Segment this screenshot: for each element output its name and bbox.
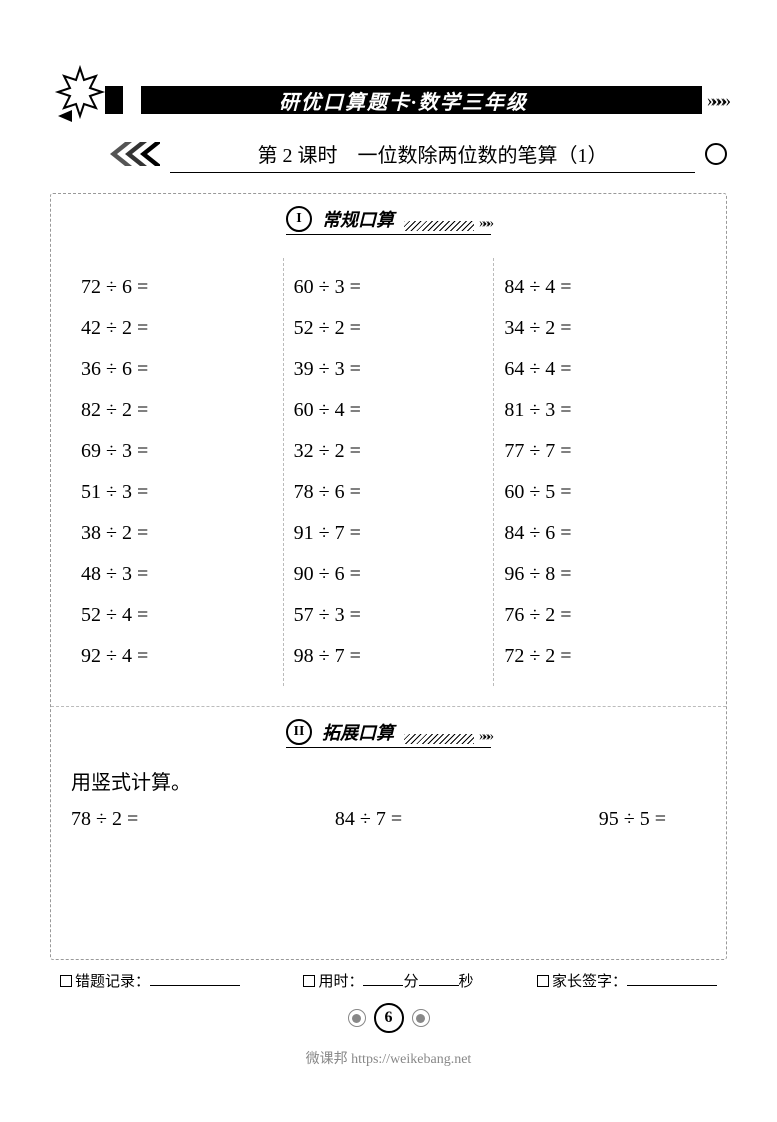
problem: 48 ÷ 3 = bbox=[81, 563, 273, 586]
dot-icon bbox=[412, 1009, 430, 1027]
section1-badge: I 常规口算 »»» bbox=[286, 206, 491, 235]
title-bar: 研优口算题卡·数学三年级 bbox=[105, 86, 702, 114]
blank-line bbox=[150, 985, 240, 986]
section1-header: I 常规口算 »»» bbox=[51, 194, 726, 243]
problem: 52 ÷ 2 = bbox=[294, 317, 484, 340]
page-number: 6 bbox=[374, 1003, 404, 1033]
circle-end-icon bbox=[705, 143, 727, 165]
problem: 84 ÷ 4 = bbox=[504, 276, 696, 299]
problem: 60 ÷ 3 = bbox=[294, 276, 484, 299]
problem: 81 ÷ 3 = bbox=[504, 399, 696, 422]
time-record: 用时： 分 秒 bbox=[303, 970, 473, 991]
problems-col1: 72 ÷ 6 = 42 ÷ 2 = 36 ÷ 6 = 82 ÷ 2 = 69 ÷… bbox=[71, 258, 283, 686]
book-title: 研优口算题卡·数学三年级 bbox=[279, 86, 528, 115]
problem: 42 ÷ 2 = bbox=[81, 317, 273, 340]
errors-record: 错题记录： bbox=[60, 970, 240, 991]
problem: 98 ÷ 7 = bbox=[294, 645, 484, 668]
lesson-title-row: 第 2 课时 一位数除两位数的笔算（1） bbox=[110, 135, 727, 173]
problem: 57 ÷ 3 = bbox=[294, 604, 484, 627]
roman-numeral-2: II bbox=[286, 719, 312, 745]
problem: 36 ÷ 6 = bbox=[81, 358, 273, 381]
chevrons-left-icon bbox=[110, 142, 160, 166]
problem: 77 ÷ 7 = bbox=[504, 440, 696, 463]
watermark: 微课邦 https://weikebang.net bbox=[50, 1048, 727, 1068]
problem: 84 ÷ 7 = bbox=[283, 808, 495, 831]
problem: 51 ÷ 3 = bbox=[81, 481, 273, 504]
hatching-icon bbox=[404, 734, 474, 744]
problem: 60 ÷ 5 = bbox=[504, 481, 696, 504]
problem: 34 ÷ 2 = bbox=[504, 317, 696, 340]
problem: 84 ÷ 6 = bbox=[504, 522, 696, 545]
blank-line bbox=[627, 985, 717, 986]
star-decoration-icon bbox=[50, 60, 110, 140]
problem: 64 ÷ 4 = bbox=[504, 358, 696, 381]
problem: 52 ÷ 4 = bbox=[81, 604, 273, 627]
problem: 82 ÷ 2 = bbox=[81, 399, 273, 422]
dot-icon bbox=[348, 1009, 366, 1027]
section2-instruction: 用竖式计算。 bbox=[51, 756, 726, 795]
blank-line bbox=[363, 985, 403, 986]
page-number-row: 6 bbox=[50, 1003, 727, 1033]
problem: 72 ÷ 6 = bbox=[81, 276, 273, 299]
blank-line bbox=[419, 985, 459, 986]
worksheet-container: I 常规口算 »»» 72 ÷ 6 = 42 ÷ 2 = 36 ÷ 6 = 82… bbox=[50, 193, 727, 960]
problems-col3: 84 ÷ 4 = 34 ÷ 2 = 64 ÷ 4 = 81 ÷ 3 = 77 ÷… bbox=[494, 258, 706, 686]
checkbox-icon bbox=[60, 975, 72, 987]
roman-numeral-1: I bbox=[286, 206, 312, 232]
problem: 60 ÷ 4 = bbox=[294, 399, 484, 422]
sign-label: 家长签字： bbox=[552, 970, 627, 991]
problem: 92 ÷ 4 = bbox=[81, 645, 273, 668]
hatching-icon bbox=[404, 221, 474, 231]
section1-problems: 72 ÷ 6 = 42 ÷ 2 = 36 ÷ 6 = 82 ÷ 2 = 69 ÷… bbox=[51, 243, 726, 706]
page-header: 研优口算题卡·数学三年级 »»»» bbox=[50, 60, 727, 140]
problem: 95 ÷ 5 = bbox=[494, 808, 706, 831]
arrows-right-icon: »»»» bbox=[707, 90, 727, 111]
problem: 90 ÷ 6 = bbox=[294, 563, 484, 586]
section2-title: 拓展口算 bbox=[322, 719, 394, 745]
footer-row: 错题记录： 用时： 分 秒 家长签字： bbox=[50, 960, 727, 991]
minute-label: 分 bbox=[403, 970, 418, 991]
problems-col2: 60 ÷ 3 = 52 ÷ 2 = 39 ÷ 3 = 60 ÷ 4 = 32 ÷… bbox=[283, 258, 495, 686]
problem: 91 ÷ 7 = bbox=[294, 522, 484, 545]
small-arrows-icon: »»» bbox=[479, 216, 491, 232]
problem: 96 ÷ 8 = bbox=[504, 563, 696, 586]
problem: 32 ÷ 2 = bbox=[294, 440, 484, 463]
problem: 78 ÷ 6 = bbox=[294, 481, 484, 504]
checkbox-icon bbox=[537, 975, 549, 987]
problem: 39 ÷ 3 = bbox=[294, 358, 484, 381]
section2-badge: II 拓展口算 »»» bbox=[286, 719, 491, 748]
lesson-title: 第 2 课时 一位数除两位数的笔算（1） bbox=[170, 135, 695, 173]
problem: 78 ÷ 2 = bbox=[71, 808, 283, 831]
parent-sign: 家长签字： bbox=[537, 970, 717, 991]
checkbox-icon bbox=[303, 975, 315, 987]
problem: 38 ÷ 2 = bbox=[81, 522, 273, 545]
problem: 72 ÷ 2 = bbox=[504, 645, 696, 668]
second-label: 秒 bbox=[459, 970, 474, 991]
problem: 76 ÷ 2 = bbox=[504, 604, 696, 627]
section1-title: 常规口算 bbox=[322, 206, 394, 232]
problem: 69 ÷ 3 = bbox=[81, 440, 273, 463]
small-arrows-icon: »»» bbox=[479, 729, 491, 745]
time-label: 用时： bbox=[318, 970, 363, 991]
errors-label: 错题记录： bbox=[75, 970, 150, 991]
section2-header: II 拓展口算 »»» bbox=[51, 707, 726, 756]
section2-problems: 78 ÷ 2 = 84 ÷ 7 = 95 ÷ 5 = bbox=[51, 795, 726, 959]
